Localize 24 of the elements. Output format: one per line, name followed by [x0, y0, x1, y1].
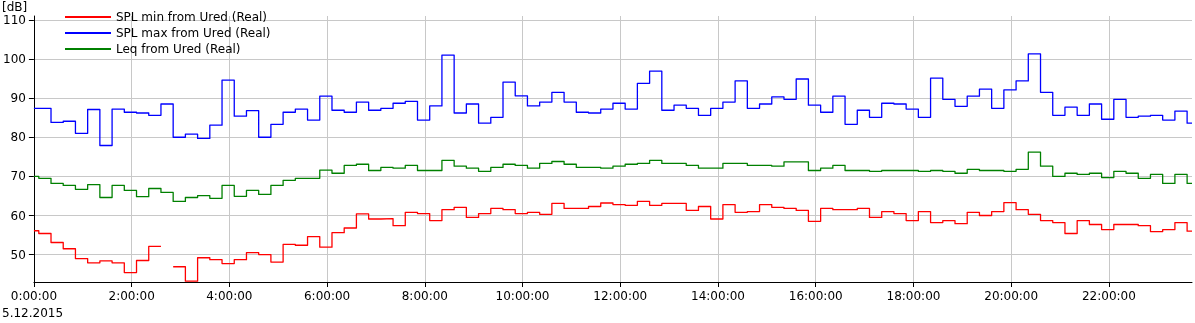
x-tick-label: 6:00:00	[303, 289, 351, 303]
x-tick-label: 14:00:00	[691, 289, 745, 303]
x-tick-label: 20:00:00	[984, 289, 1039, 303]
y-tick-label: 110	[3, 12, 26, 27]
x-tick-label: 18:00:00	[886, 289, 941, 303]
legend-label: SPL max from Ured (Real)	[116, 26, 271, 40]
x-tick-label: 16:00:00	[788, 289, 843, 303]
legend-label: Leq from Ured (Real)	[116, 42, 241, 56]
y-tick-label: 50	[10, 247, 26, 262]
x-tick-label: 8:00:00	[401, 289, 448, 303]
x-tick-label: 12:00:00	[593, 289, 648, 303]
x-tick-label: 0:00:00	[10, 289, 58, 303]
y-tick-label: 100	[3, 52, 26, 67]
y-tick-label: 70	[10, 169, 26, 184]
x-tick-label: 10:00:00	[495, 289, 550, 303]
y-axis-title: [dB]	[2, 0, 28, 14]
legend-label: SPL min from Ured (Real)	[116, 10, 268, 24]
y-tick-label: 80	[10, 130, 26, 145]
x-tick-label: 4:00:00	[206, 289, 253, 303]
y-tick-label: 90	[10, 91, 26, 106]
text: 5.12.2015	[2, 306, 64, 320]
x-tick-label: 2:00:00	[108, 289, 155, 303]
y-tick-label: 60	[10, 208, 26, 223]
x-tick-label: 22:00:00	[1081, 289, 1136, 303]
